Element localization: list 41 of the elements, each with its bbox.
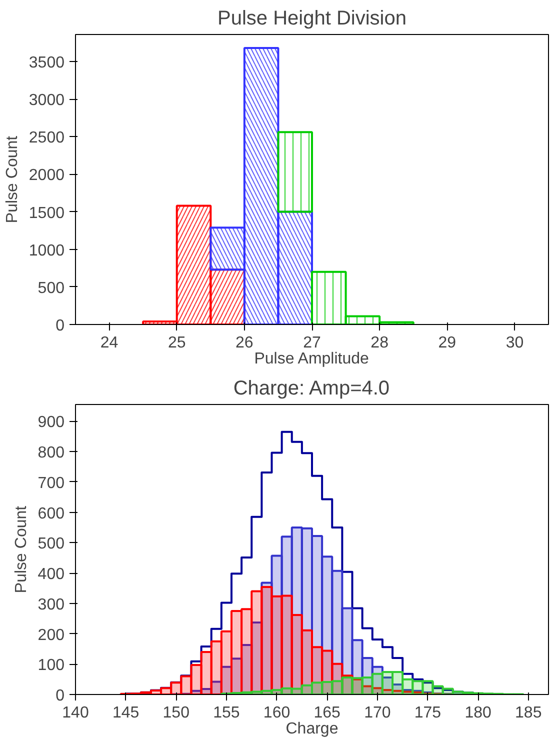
y-tick-label: 3500 [28, 54, 65, 72]
y-axis-title: Pulse Count [4, 135, 21, 224]
y-tick-label: 700 [38, 474, 65, 492]
x-tick-label: 175 [414, 704, 442, 722]
x-tick-label: 145 [112, 704, 140, 722]
chart-title: Charge: Amp=4.0 [233, 378, 390, 400]
y-tick-label: 2000 [28, 167, 65, 184]
x-tick-label: 28 [370, 334, 389, 352]
y-tick-label: 500 [38, 280, 65, 297]
x-tick-label: 27 [303, 334, 321, 352]
y-tick-label: 1000 [28, 242, 65, 260]
y-tick-label: 100 [38, 657, 65, 674]
x-tick-label: 140 [62, 704, 89, 722]
x-tick-label: 25 [168, 334, 186, 352]
x-tick-label: 185 [515, 704, 542, 722]
x-axis-title: Charge [286, 720, 338, 738]
y-tick-label: 500 [38, 536, 65, 553]
y-tick-label: 400 [38, 566, 65, 584]
x-tick-label: 26 [236, 334, 254, 352]
x-tick-label: 160 [263, 704, 290, 722]
x-tick-label: 165 [314, 704, 341, 722]
y-tick-label: 600 [38, 505, 65, 522]
x-tick-label: 170 [364, 704, 391, 722]
y-tick-label: 800 [38, 444, 65, 462]
y-tick-label: 0 [56, 688, 65, 704]
x-tick-label: 180 [464, 704, 492, 722]
x-tick-label: 29 [438, 334, 456, 352]
y-tick-label: 0 [56, 318, 65, 334]
y-tick-label: 200 [38, 626, 65, 644]
y-tick-label: 2500 [28, 130, 65, 147]
y-tick-label: 3000 [28, 92, 65, 110]
y-axis-title: Pulse Count [12, 505, 30, 594]
y-tick-label: 900 [38, 414, 65, 432]
x-axis-title: Pulse Amplitude [254, 350, 370, 368]
x-tick-label: 24 [100, 334, 118, 352]
x-tick-label: 150 [162, 704, 190, 722]
x-tick-label: 30 [506, 334, 524, 352]
chart-title: Pulse Height Division [218, 8, 406, 30]
x-tick-label: 155 [213, 704, 240, 722]
y-tick-label: 1500 [28, 204, 65, 222]
y-tick-label: 300 [38, 596, 65, 614]
